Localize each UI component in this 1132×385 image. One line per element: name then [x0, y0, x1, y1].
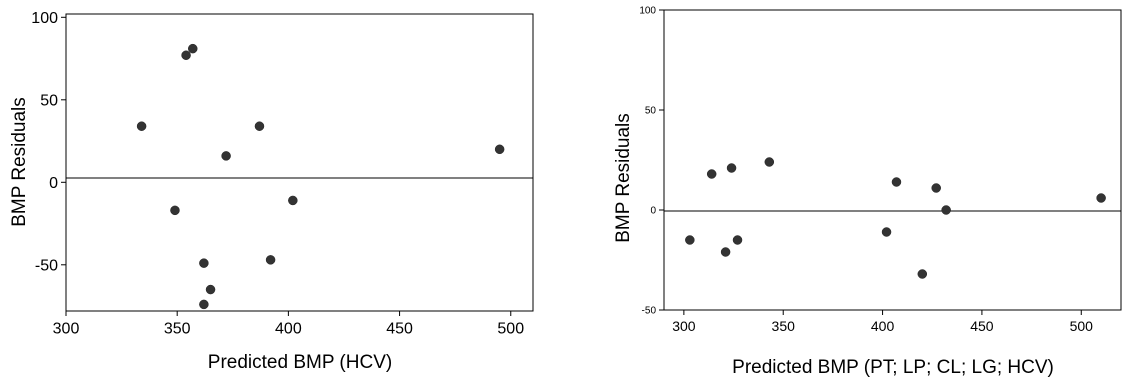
data-point-right-0	[685, 235, 695, 245]
plot-frame-right	[663, 9, 1122, 311]
points-right	[685, 157, 1106, 279]
data-point-right-5	[764, 157, 775, 167]
y-tick-label-left-1: 0	[49, 175, 58, 192]
data-point-right-7	[891, 177, 902, 187]
y-axis-label-right: BMP Residuals	[613, 113, 634, 243]
data-point-right-8	[917, 269, 928, 279]
data-point-right-2	[720, 247, 731, 257]
data-point-left-9	[265, 255, 276, 265]
data-point-right-11	[1096, 193, 1106, 203]
data-point-right-6	[881, 227, 892, 237]
data-point-right-10	[941, 205, 951, 215]
data-point-left-10	[288, 195, 298, 206]
x-tick-label-right-1: 350	[772, 318, 796, 334]
data-point-left-8	[254, 121, 265, 131]
ticks-right: 300 350 400 450 500 -50 0 50 100	[639, 6, 1093, 334]
x-tick-label-right-3: 450	[970, 318, 994, 334]
ticks-left: 300 350 400 450 500 -50 0 50 100	[31, 10, 524, 338]
x-tick-label-right-0: 300	[672, 318, 696, 334]
x-tick-label-right-4: 500	[1070, 318, 1094, 334]
plot-frame-left	[65, 13, 534, 312]
data-point-left-3	[188, 43, 198, 54]
data-point-left-2	[181, 50, 191, 60]
y-tick-label-left-2: 50	[40, 92, 58, 109]
x-tick-label-left-2: 400	[275, 321, 302, 338]
y-tick-label-right-1: 0	[650, 206, 656, 217]
x-tick-label-left-1: 350	[164, 321, 191, 338]
data-point-left-6	[205, 284, 216, 295]
x-tick-label-left-4: 500	[497, 321, 524, 338]
data-point-right-4	[732, 235, 743, 245]
y-tick-label-left-3: 100	[31, 10, 58, 27]
y-tick-label-right-2: 50	[645, 106, 657, 117]
x-tick-label-right-2: 400	[871, 318, 895, 334]
points-left	[136, 43, 505, 310]
data-point-left-4	[199, 258, 209, 268]
y-tick-label-right-0: -50	[642, 306, 657, 317]
chart-left: 300 350 400 450 500 -50 0 50 100 Predicted BMP (…	[9, 10, 534, 373]
data-point-left-11	[494, 144, 505, 155]
y-tick-label-left-0: -50	[35, 257, 58, 274]
x-axis-label-right: Predicted BMP (PT; LP; CL; LG; HCV)	[732, 357, 1054, 378]
chart-right: 300 350 400 450 500 -50 0 50 100 Predicted BMP (…	[613, 6, 1122, 378]
y-tick-label-right-3: 100	[639, 6, 656, 17]
data-point-left-1	[170, 205, 180, 216]
data-point-right-3	[726, 163, 737, 173]
x-axis-label-left: Predicted BMP (HCV)	[208, 352, 392, 373]
data-point-right-9	[931, 183, 941, 193]
x-tick-label-left-3: 450	[386, 321, 413, 338]
data-point-left-5	[199, 299, 209, 310]
x-tick-label-left-0: 300	[53, 321, 80, 338]
y-axis-label-left: BMP Residuals	[9, 97, 30, 227]
data-point-left-7	[221, 151, 231, 161]
data-point-left-0	[136, 121, 147, 131]
data-point-right-1	[706, 169, 717, 179]
